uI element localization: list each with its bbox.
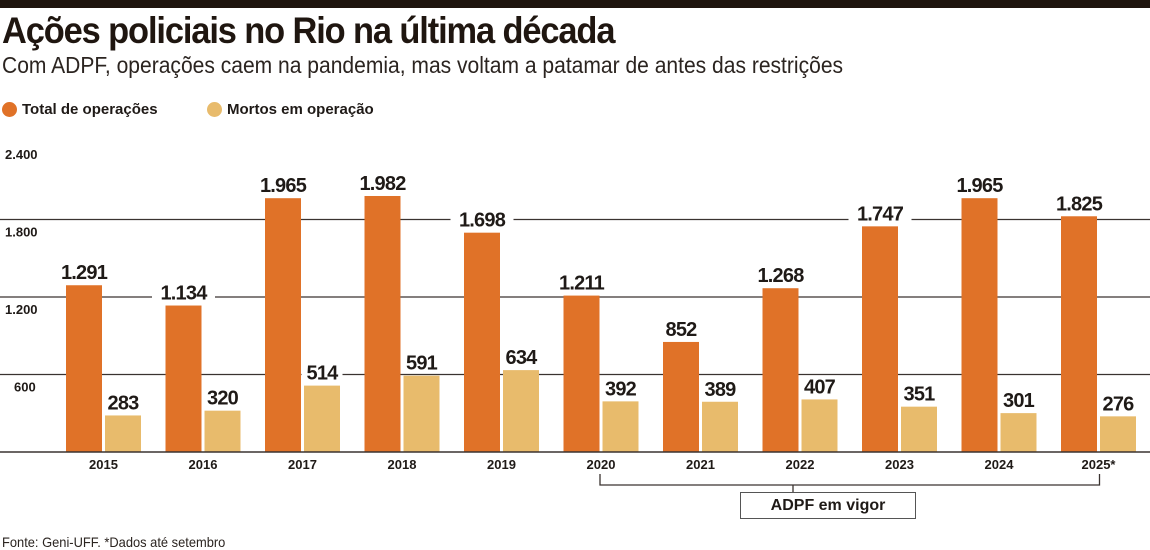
label-halo [500,346,542,367]
data-label: 276 [1103,393,1135,415]
bar-mortos-operacao [503,370,539,452]
bar-total-operacoes [663,341,699,452]
label-halo [998,389,1039,410]
data-label: 320 [207,388,239,410]
y-tick-label: 1.800 [5,225,38,240]
bar-mortos-operacao [204,410,241,452]
legend-swatch-tan [207,102,222,117]
data-label: 1.982 [359,173,406,195]
label-halo [898,382,940,403]
x-tick-label: 2019 [487,457,516,472]
legend-label: Total de operações [22,101,158,118]
label-halo [251,174,315,195]
bar-total-operacoes [762,288,799,452]
label-halo [600,377,641,398]
data-label: 351 [904,384,936,406]
legend-item-total-operacoes: Total de operações [2,101,158,118]
data-label: 1.747 [857,203,904,225]
label-halo [152,281,215,302]
legend-swatch-orange [2,102,17,117]
label-halo [699,377,741,398]
chart-title: Ações policiais no Rio na última década [2,10,615,51]
data-label: 1.965 [956,175,1003,197]
data-label: 1.134 [160,283,208,305]
x-tick-label: 2023 [885,457,914,472]
bar-total-operacoes [165,305,202,452]
chart-subtitle: Com ADPF, operações caem na pandemia, ma… [2,52,844,78]
x-tick-label: 2020 [587,457,616,472]
bar-mortos-operacao [1100,416,1136,452]
data-label: 1.211 [559,273,605,295]
adpf-annotation-box: ADPF em vigor [740,492,916,519]
data-label: 283 [108,392,140,414]
data-label: 1.965 [260,175,307,197]
bar-total-operacoes [364,195,401,452]
adpf-bracket [599,474,1101,486]
top-rule [0,0,1150,8]
source-note: Fonte: Geni-UFF. *Dados até setembro [2,534,226,550]
legend-item-mortos-operacao: Mortos em operação [207,101,374,118]
data-label: 591 [406,353,438,375]
label-halo [1047,192,1111,213]
data-label: 1.291 [61,262,108,284]
bar-mortos-operacao [801,399,838,452]
label-halo [550,271,613,292]
x-tick-label: 2016 [189,457,218,472]
label-halo [52,261,116,282]
y-tick-label: 2.400 [5,147,38,162]
label-halo [202,386,243,407]
label-halo [301,361,343,382]
data-label: 301 [1003,390,1035,412]
bar-total-operacoes [265,198,301,452]
label-halo [799,375,840,396]
x-tick-label: 2015 [89,457,118,472]
data-label: 392 [605,378,637,400]
data-label: 1.698 [459,210,506,232]
label-halo [102,391,144,412]
x-tick-label: 2022 [786,457,815,472]
x-tick-label: 2017 [288,457,317,472]
bar-mortos-operacao [1000,413,1037,452]
y-tick-label: 600 [14,380,36,395]
bar-mortos-operacao [105,415,141,452]
label-halo [660,317,702,338]
legend-label: Mortos em operação [227,101,374,118]
bar-total-operacoes [66,285,102,452]
label-halo [351,171,414,192]
bar-total-operacoes [961,198,998,452]
label-halo [749,264,812,285]
data-label: 1.825 [1056,193,1103,215]
bar-total-operacoes [563,295,600,452]
bar-mortos-operacao [602,401,639,452]
bar-total-operacoes [862,226,898,452]
bar-total-operacoes [1061,216,1097,452]
data-label: 634 [506,347,539,369]
data-label: 407 [804,376,836,398]
data-label: 389 [705,379,737,401]
x-tick-label: 2024 [985,457,1015,472]
bar-mortos-operacao [702,401,738,452]
data-label: 852 [666,319,698,341]
label-halo [848,202,912,223]
x-tick-label: 2018 [388,457,417,472]
label-halo [450,208,514,229]
data-label: 1.268 [757,265,804,287]
x-tick-label: 2025* [1082,457,1117,472]
bar-mortos-operacao [403,375,440,452]
label-halo [1097,392,1139,413]
bar-mortos-operacao [901,406,937,452]
bar-total-operacoes [464,232,500,452]
y-tick-label: 1.200 [5,302,38,317]
label-halo [401,351,442,372]
bar-mortos-operacao [304,385,340,452]
x-tick-label: 2021 [686,457,715,472]
data-label: 514 [307,363,340,385]
label-halo [948,174,1011,195]
